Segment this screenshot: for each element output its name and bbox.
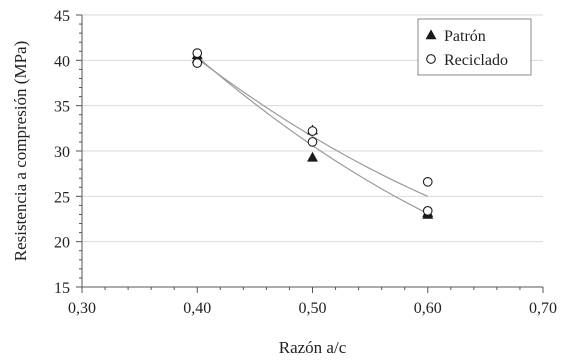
x-tick-label-4: 0,70 — [529, 300, 557, 317]
point-Reciclado-3 — [307, 137, 318, 147]
x-tick-label-1: 0,40 — [183, 300, 211, 317]
legend-marker-Reciclado — [426, 54, 436, 64]
legend-label-Patrón: Patrón — [444, 28, 486, 45]
point-Reciclado-0 — [192, 48, 203, 58]
y-axis-title: Resistencia a compresión (MPa) — [11, 41, 30, 261]
y-tick-label-2: 25 — [54, 189, 70, 206]
legend-marker-Patrón — [425, 29, 437, 40]
point-Patrón-3 — [307, 151, 318, 162]
y-tick-label-5: 40 — [54, 53, 70, 70]
y-tick-label-6: 45 — [54, 8, 70, 25]
y-tick-label-4: 35 — [54, 99, 70, 116]
axes — [76, 14, 544, 293]
y-tick-label-3: 30 — [54, 144, 70, 161]
y-tick-label-1: 20 — [54, 235, 70, 252]
legend-label-Reciclado: Reciclado — [444, 52, 508, 69]
data-points — [191, 48, 434, 219]
x-tick-label-2: 0,50 — [299, 300, 327, 317]
point-Reciclado-4 — [422, 176, 433, 187]
trend-line-Reciclado — [196, 58, 428, 197]
tick-labels: 15 20 25 30 35 40 45 0,30 0,40 0,50 0,60 0,70 — [54, 8, 557, 317]
x-tick-label-0: 0,30 — [68, 300, 96, 317]
legend: Patrón Reciclado — [417, 18, 532, 76]
y-tick-label-0: 15 — [54, 280, 70, 297]
x-axis-title: Razón a/c — [279, 338, 347, 357]
x-tick-label-3: 0,60 — [414, 300, 442, 317]
point-Reciclado-2 — [307, 126, 318, 136]
point-Reciclado-1 — [192, 58, 203, 68]
legend-box — [417, 18, 532, 76]
point-Reciclado-5 — [422, 205, 433, 216]
grid-lines — [82, 14, 543, 243]
